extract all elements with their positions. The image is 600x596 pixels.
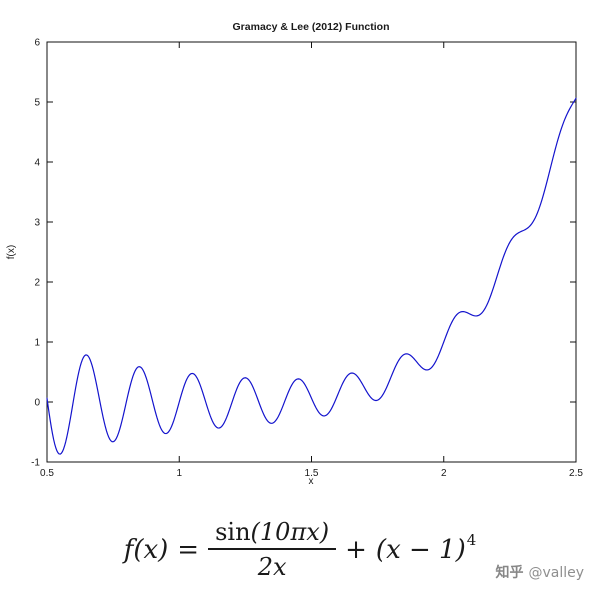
watermark-brand: 知乎 — [495, 565, 524, 581]
watermark: 知乎 @valley — [495, 562, 584, 582]
function-curve — [46, 97, 577, 455]
y-tick-label: 3 — [34, 218, 40, 229]
y-tick-label: -1 — [31, 458, 40, 469]
y-axis-label: f(x) — [6, 245, 17, 259]
formula-sin: sin — [215, 518, 251, 546]
formula-sin-argument: (10πx) — [250, 518, 330, 546]
plot-title: Gramacy & Lee (2012) Function — [233, 21, 390, 33]
y-tick-label: 5 — [34, 98, 40, 109]
x-tick-label: 1.5 — [305, 468, 319, 479]
formula-power-term: (x − 1) 4 — [375, 530, 477, 565]
formula-term-base: (x − 1) — [375, 534, 466, 565]
y-tick-label: 1 — [34, 338, 40, 349]
formula-denominator: 2x — [208, 548, 337, 581]
y-tick-label: 4 — [34, 158, 40, 169]
x-tick-label: 1 — [176, 468, 182, 479]
function-plot-figure: Gramacy & Lee (2012) Function x f(x) 0.5… — [6, 21, 583, 487]
y-tick-label: 2 — [34, 278, 40, 289]
formula-plus: + — [345, 534, 367, 565]
y-tick-label: 6 — [34, 38, 40, 49]
function-formula: f(x) = sin(10πx) 2x + (x − 1) 4 — [0, 518, 600, 581]
formula-exponent: 4 — [466, 530, 477, 549]
x-axis-label: x — [309, 476, 314, 487]
watermark-user: @valley — [528, 565, 584, 581]
x-tick-label: 2 — [441, 468, 447, 479]
y-tick-label: 0 — [34, 398, 40, 409]
formula-fraction: sin(10πx) 2x — [208, 518, 337, 581]
formula-equals: = — [177, 534, 200, 565]
x-tick-label: 0.5 — [40, 468, 54, 479]
x-tick-label: 2.5 — [569, 468, 583, 479]
function-plot: Gramacy & Lee (2012) Function x f(x) 0.5… — [6, 21, 583, 487]
plot-content: 0.5 1 1.5 2 2.5 -1 0 1 2 3 4 5 6 — [31, 38, 583, 480]
formula-numerator: sin(10πx) — [208, 518, 336, 548]
formula-lhs: f(x) — [123, 534, 169, 565]
